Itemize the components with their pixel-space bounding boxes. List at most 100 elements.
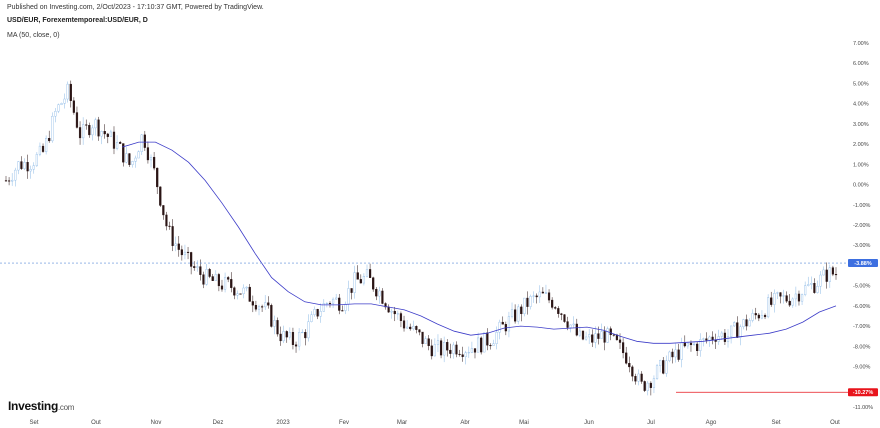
candle-body <box>115 142 119 149</box>
candle-body <box>680 342 683 360</box>
candle-body <box>208 269 211 277</box>
candle-body <box>26 162 29 172</box>
candle-body <box>745 319 748 327</box>
candle-body <box>399 313 403 321</box>
candle-body <box>430 345 433 357</box>
candle-body <box>45 138 48 152</box>
candle-body <box>708 336 711 341</box>
candle-body <box>319 311 322 317</box>
candle-body <box>470 348 474 353</box>
candle-body <box>168 225 171 227</box>
candle-body <box>551 299 554 308</box>
candle-body <box>119 142 122 144</box>
candle-body <box>541 291 544 294</box>
candle-body <box>66 83 69 100</box>
candle-body <box>359 279 362 284</box>
candle-body <box>637 373 640 382</box>
candle-body <box>612 334 615 336</box>
x-axis: Set Out Nov Dez 2023 Fev Mar Abr Mai Jun Jul Ago Set… <box>29 420 840 426</box>
candle-body <box>143 134 146 148</box>
candle-body <box>51 115 54 142</box>
candle-body <box>177 243 180 250</box>
logo-suffix: .com <box>57 403 75 412</box>
candle-body <box>421 331 424 344</box>
candle-body <box>368 269 372 278</box>
candle-body <box>260 306 264 308</box>
candle-body <box>264 302 267 308</box>
candle-body <box>720 332 723 337</box>
candle-body <box>655 365 659 379</box>
candle-body <box>112 131 116 149</box>
x-tick-label: Set <box>29 420 38 426</box>
candle-body <box>100 131 103 137</box>
candle-body <box>109 131 113 137</box>
candle-body <box>347 288 350 305</box>
candle-body <box>686 342 689 347</box>
candle-body <box>106 133 109 137</box>
candle-body <box>331 298 335 304</box>
candle-body <box>480 337 483 353</box>
candle-body <box>476 337 480 353</box>
candle-body <box>662 360 665 374</box>
ma-indicator-label[interactable]: MA (50, close, 0) <box>7 32 60 39</box>
candle-body <box>729 325 733 337</box>
candle-body <box>75 112 79 128</box>
candle-body <box>63 98 66 104</box>
candle-body <box>254 305 258 310</box>
candle-body <box>131 161 134 165</box>
candle-body <box>38 145 42 155</box>
candle-body <box>205 269 208 285</box>
candle-body <box>804 285 807 295</box>
candle-body <box>202 274 205 285</box>
candle-body <box>270 305 273 327</box>
candle-body <box>606 328 609 343</box>
candle-body <box>436 340 440 345</box>
candle-body <box>554 307 557 309</box>
candle-body <box>273 320 276 327</box>
low-price-label: -10.27% <box>853 390 874 396</box>
candle-body <box>384 303 387 308</box>
candle-body <box>381 290 384 304</box>
y-tick-label: -8.00% <box>853 344 871 350</box>
candle-body <box>412 326 415 330</box>
candle-body <box>443 342 446 356</box>
candle-body <box>156 167 159 188</box>
candle-body <box>11 179 14 182</box>
candle-body <box>276 320 279 335</box>
candle-body <box>760 314 764 319</box>
candle-body <box>544 292 548 294</box>
candle-body <box>427 338 430 347</box>
candle-body <box>390 310 393 313</box>
y-tick-label: -2.00% <box>853 223 871 229</box>
candle-body <box>362 276 366 284</box>
candle-body <box>393 310 396 315</box>
candle-body <box>523 297 526 315</box>
candle-body <box>834 274 838 276</box>
logo-main: Investing <box>8 399 58 413</box>
candle-body <box>517 306 520 322</box>
y-axis: 7.00% 6.00% 5.00% 4.00% 3.00% 2.00% 1.00% 0.00%… <box>853 41 873 411</box>
candle-body <box>507 316 511 332</box>
candle-body <box>782 295 785 297</box>
candle-body <box>822 269 825 276</box>
candle-body <box>48 138 51 142</box>
x-tick-label: Set <box>771 420 780 426</box>
candle-body <box>159 186 162 206</box>
candle-body <box>455 344 458 355</box>
candle-body <box>702 338 705 340</box>
candle-body <box>446 342 449 351</box>
y-tick-label: 4.00% <box>853 102 869 108</box>
candle-body <box>7 180 11 182</box>
candle-body <box>251 301 254 306</box>
candle-body <box>591 334 594 343</box>
candle-body <box>14 169 17 181</box>
candle-body <box>97 119 100 137</box>
candle-body <box>60 103 63 105</box>
y-tick-label: 7.00% <box>853 41 869 47</box>
x-tick-label: Out <box>91 420 101 426</box>
candle-body <box>677 349 680 360</box>
x-tick-label: Mai <box>519 420 529 426</box>
candle-body <box>532 295 535 297</box>
candle-body <box>186 251 190 253</box>
